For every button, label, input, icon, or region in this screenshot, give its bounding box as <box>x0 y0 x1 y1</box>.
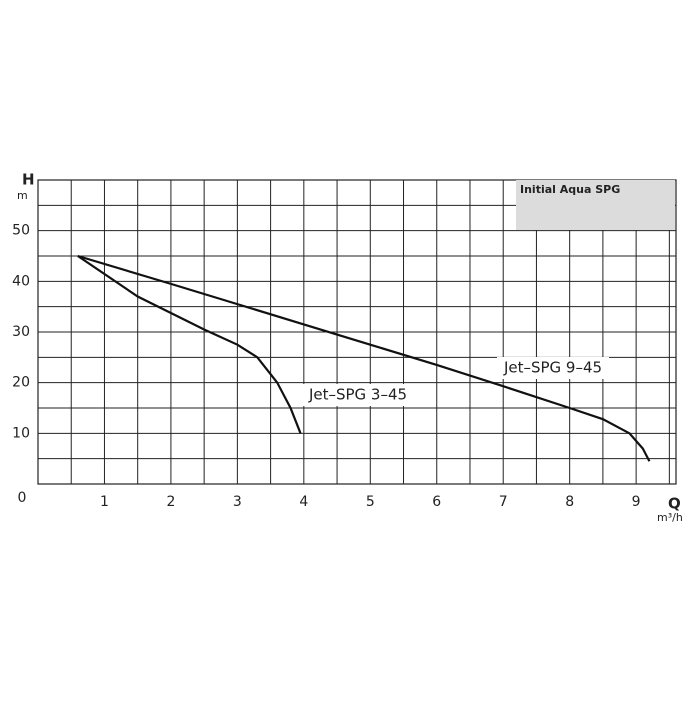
series-label: Jet–SPG 9–45 <box>503 359 602 377</box>
y-axis-label: H <box>22 171 35 189</box>
x-axis-unit: m³/h <box>657 511 683 524</box>
title-box <box>516 180 675 230</box>
chart-title: Initial Aqua SPG <box>520 183 620 196</box>
y-tick-label: 30 <box>12 324 30 340</box>
plot-frame <box>37 179 677 485</box>
y-tick-label: 50 <box>12 223 30 239</box>
x-tick-label: 5 <box>366 494 375 510</box>
y-tick-label: 10 <box>12 425 30 441</box>
x-tick-label: 8 <box>565 494 574 510</box>
x-axis-label: Q <box>668 495 681 513</box>
x-tick-label: 7 <box>499 494 508 510</box>
series-label-bg <box>302 384 414 406</box>
series-label-bg <box>497 357 609 379</box>
y-tick-label: 0 <box>18 490 27 506</box>
y-tick-label: 20 <box>12 375 30 391</box>
y-axis-unit: m <box>17 189 28 202</box>
x-tick-label: 9 <box>632 494 641 510</box>
x-tick-label: 2 <box>166 494 175 510</box>
line-series <box>77 255 302 434</box>
x-tick-label: 4 <box>299 494 308 510</box>
x-tick-label: 1 <box>100 494 109 510</box>
x-tick-label: 6 <box>432 494 441 510</box>
line-series <box>77 254 651 462</box>
series-label: Jet–SPG 3–45 <box>308 386 407 404</box>
x-tick-label: 3 <box>233 494 242 510</box>
y-tick-label: 40 <box>12 273 30 289</box>
